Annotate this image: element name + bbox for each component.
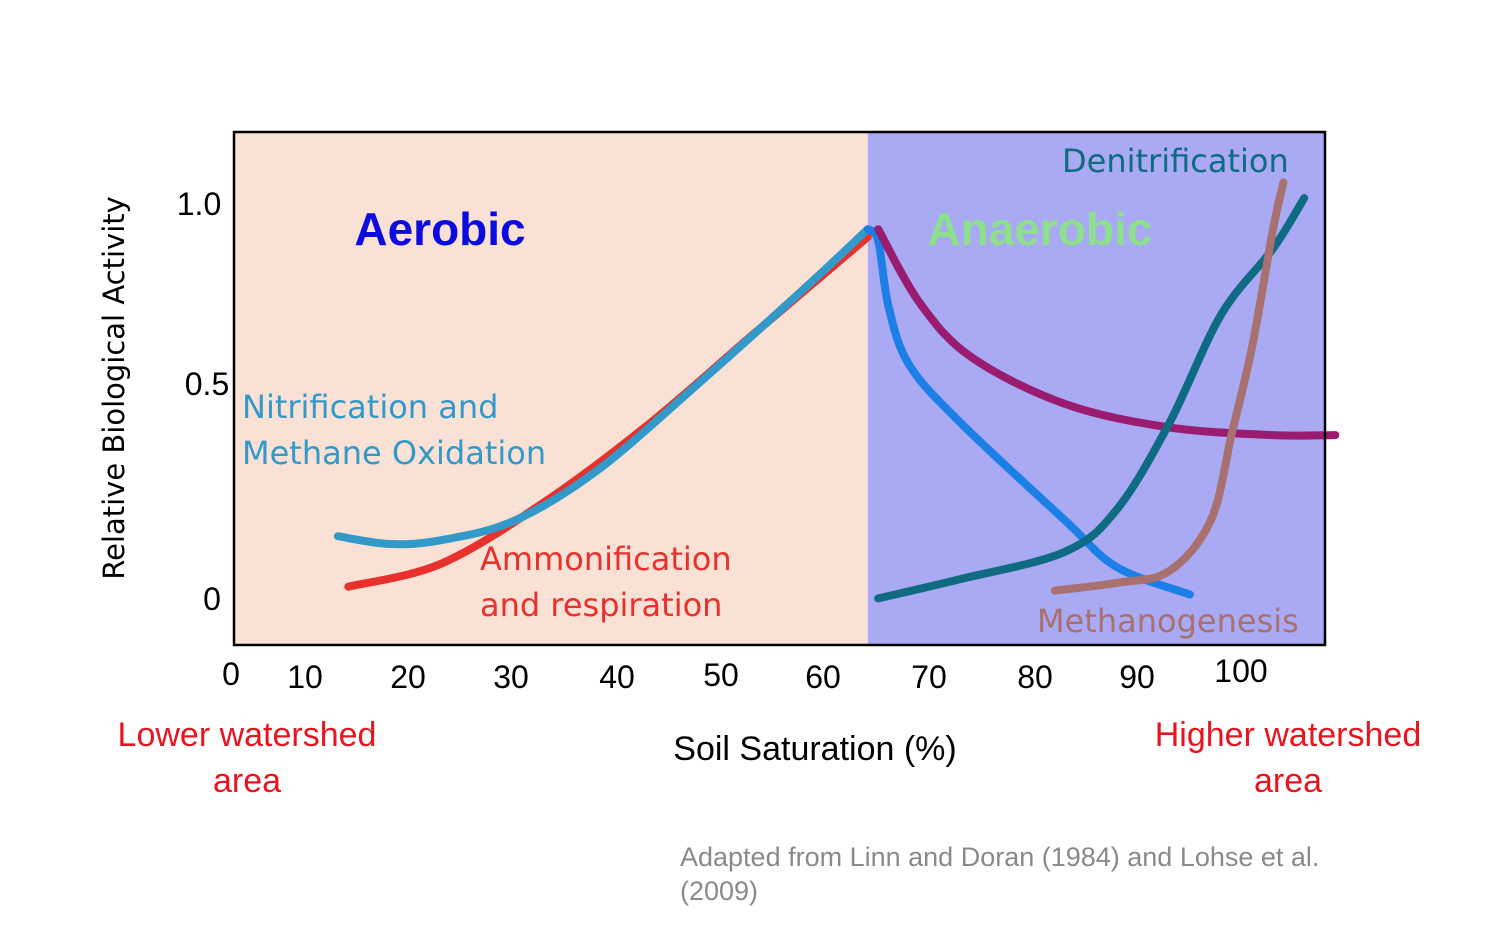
x-tick-0: 0 (222, 656, 240, 692)
series-line-denitrification (874, 194, 1309, 603)
region-label-aerobic: Aerobic (354, 203, 525, 255)
series-line-methanogenesis (1050, 178, 1288, 595)
region-labels: Aerobic Anaerobic (354, 203, 1152, 255)
x-tick-70: 70 (911, 659, 947, 695)
lower-watershed-label-line1: Lower watershed (118, 716, 377, 754)
chart-series (333, 178, 1340, 603)
series-label-ammonification-and-respiration-line1: Ammonification (480, 540, 732, 578)
higher-watershed-label-line1: Higher watershed (1155, 716, 1421, 754)
series-line-unlabeled-3 (874, 225, 1340, 440)
source-note-line2: (2009) (680, 876, 758, 906)
lower-watershed-label-line2: area (213, 762, 281, 800)
plot-frame (232, 130, 1327, 647)
region-label-anaerobic: Anaerobic (928, 203, 1153, 255)
series-label-nitrification-and-methane-oxidation-line1: Nitrification and (242, 388, 498, 426)
source-note-line1: Adapted from Linn and Doran (1984) and L… (680, 842, 1319, 872)
x-tick-60: 60 (805, 659, 841, 695)
series-label-ammonification-and-respiration-line2: and respiration (480, 586, 722, 624)
region-aerobic (234, 132, 868, 645)
higher-watershed-label-line2: area (1254, 762, 1322, 800)
y-tick-0-5: 0.5 (185, 366, 229, 402)
region-anaerobic (867, 132, 1325, 645)
x-tick-labels: 0 10 20 30 40 50 60 70 80 90 100 (222, 653, 1268, 695)
x-tick-100: 100 (1214, 653, 1267, 689)
series-label-denitrification-line1: Denitrification (1062, 142, 1289, 180)
y-tick-labels: 0 0.5 1.0 (177, 186, 229, 617)
y-tick-0: 0 (203, 581, 221, 617)
y-axis-title: Relative Biological Activity (97, 196, 131, 580)
series-line-unlabeled-2 (863, 225, 1194, 599)
x-axis-title: Soil Saturation (%) (673, 730, 956, 768)
chart-regions (234, 132, 1325, 645)
series-label-nitrification-and-methane-oxidation-line2: Methane Oxidation (242, 434, 546, 472)
x-tick-90: 90 (1119, 659, 1155, 695)
x-tick-80: 80 (1017, 659, 1053, 695)
x-tick-40: 40 (599, 659, 635, 695)
series-line-nitrification-and-methane-oxidation (333, 225, 872, 549)
x-tick-20: 20 (390, 659, 426, 695)
y-tick-1-0: 1.0 (177, 186, 221, 222)
x-tick-10: 10 (287, 659, 323, 695)
series-label-methanogenesis-line1: Methanogenesis (1037, 602, 1299, 640)
x-tick-50: 50 (703, 657, 739, 693)
series-labels: Ammonification and respiration Nitrificati… (242, 142, 1299, 640)
x-tick-30: 30 (493, 659, 529, 695)
